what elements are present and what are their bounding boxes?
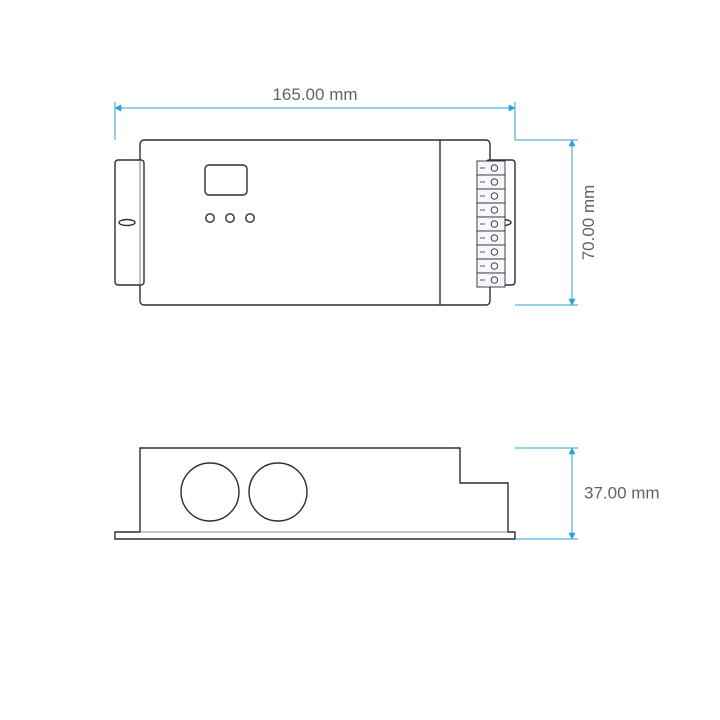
dim-height-label: 70.00 mm xyxy=(579,185,598,261)
dim-depth-label: 37.00 mm xyxy=(584,484,660,503)
dim-width-label: 165.00 mm xyxy=(272,85,357,104)
